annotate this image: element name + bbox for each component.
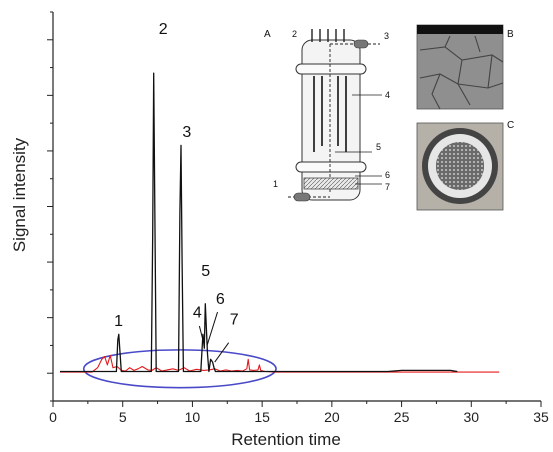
arrow-peak-7 (214, 342, 230, 363)
inlet-port (293, 192, 311, 202)
peak-label-5: 5 (201, 263, 210, 280)
x-tick-label: 5 (119, 409, 127, 425)
peak-labels-layer: 1 2 3 4 567 (114, 21, 239, 363)
schematic-label-5: 5 (376, 142, 381, 152)
peak-label-3: 3 (182, 124, 191, 141)
series-line-black (60, 72, 458, 373)
inset-column-schematic: A (264, 29, 390, 202)
micrograph-scale-bar (417, 25, 503, 34)
panel-letter-c: C (507, 120, 514, 131)
schematic-label-1: 1 (273, 179, 278, 189)
schematic-label-2: 2 (292, 29, 297, 39)
peak-label-1: 1 (114, 313, 123, 330)
inset-micrograph: B (416, 24, 514, 110)
peak-label-2: 2 (159, 21, 168, 38)
arrow-peak-6 (206, 311, 219, 346)
outlet-port (353, 39, 369, 49)
x-axis-title: Retention time (231, 430, 341, 449)
axes: 0 5 10 15 20 25 30 35 (47, 11, 549, 425)
highlight-ellipse-layer (82, 349, 277, 389)
highlight-ellipse (82, 349, 277, 389)
schematic-label-7: 7 (385, 182, 390, 192)
y-axis-title: Signal intensity (10, 137, 29, 252)
x-tick-label: 25 (394, 409, 410, 425)
schematic-label-4: 4 (385, 90, 390, 100)
series-line-red (60, 354, 500, 373)
x-tick-label: 15 (254, 409, 270, 425)
panel-letter-a: A (264, 29, 271, 40)
panel-letter-b: B (507, 29, 514, 40)
inset-photograph: C (416, 120, 514, 211)
peak-label-7: 7 (230, 311, 239, 328)
x-tick-label: 30 (463, 409, 479, 425)
upper-flange (295, 63, 367, 75)
x-tick-label: 10 (185, 409, 201, 425)
schematic-label-6: 6 (385, 170, 390, 180)
mesh-pattern (436, 142, 484, 190)
peak-label-6: 6 (216, 291, 225, 308)
packed-bed (303, 177, 359, 190)
x-tick-label: 20 (324, 409, 340, 425)
arrow-peak-4 (198, 325, 205, 343)
series-layer (60, 72, 500, 373)
micrograph-image (416, 24, 504, 110)
x-tick-label: 35 (533, 409, 549, 425)
schematic-label-3: 3 (384, 31, 389, 41)
lower-flange (295, 161, 367, 173)
x-tick-label: 0 (49, 409, 57, 425)
peak-label-4: 4 (193, 305, 202, 322)
